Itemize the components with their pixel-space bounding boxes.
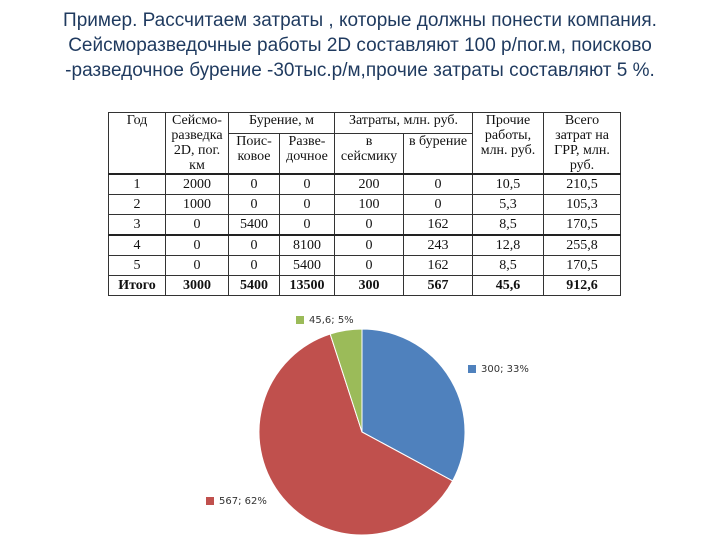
table-cell: 162 xyxy=(403,214,473,236)
legend-swatch xyxy=(468,365,476,373)
table-cell: 5 xyxy=(108,255,166,276)
table-cell: 912,6 xyxy=(543,275,621,296)
table-row: 5 0 0 5400 0 162 8,5 170,5 xyxy=(108,255,621,276)
table-cell: 0 xyxy=(403,173,473,195)
table-cell: 0 xyxy=(279,194,335,215)
table-cell: 4 xyxy=(108,234,166,256)
table-cell: 1 xyxy=(108,173,166,195)
table-cell: 0 xyxy=(165,214,229,236)
table-cell: 13500 xyxy=(279,275,335,296)
table-cell: 5,3 xyxy=(472,194,544,215)
header-seismic: Сейсмо-разведка 2D, пог. км xyxy=(165,112,229,175)
table-cell: 0 xyxy=(334,234,404,256)
table-row: 4 0 0 8100 0 243 12,8 255,8 xyxy=(108,234,621,256)
legend-swatch xyxy=(206,497,214,505)
header-total: Всего затрат на ГРР, млн. руб. xyxy=(543,112,621,175)
table-cell: 3000 xyxy=(165,275,229,296)
header-costs: Затраты, млн. руб. xyxy=(334,112,473,134)
table-cell: 300 xyxy=(334,275,404,296)
header-year: Год xyxy=(108,112,166,175)
table-cell: 200 xyxy=(334,173,404,195)
pie-slice xyxy=(258,333,454,536)
table-row: 2 1000 0 0 100 0 5,3 105,3 xyxy=(108,194,621,215)
table-cell: 8,5 xyxy=(472,214,544,236)
table-cell: Итого xyxy=(108,275,166,296)
slide-title: Пример. Рассчитаем затраты , которые дол… xyxy=(63,10,657,81)
header-drilling: Бурение, м xyxy=(228,112,335,134)
table-cell: 8,5 xyxy=(472,255,544,276)
pie-slice xyxy=(329,328,363,433)
table-row: 1 2000 0 0 200 0 10,5 210,5 xyxy=(108,173,621,195)
legend-swatch xyxy=(296,316,304,324)
table-cell: 170,5 xyxy=(543,214,621,236)
table-row: 3 0 5400 0 0 162 8,5 170,5 xyxy=(108,214,621,236)
table-cell: 5400 xyxy=(228,275,280,296)
table-cell: 0 xyxy=(165,255,229,276)
table-cell: 105,3 xyxy=(543,194,621,215)
table-cell: 12,8 xyxy=(472,234,544,256)
header-drill-search: Поис-ковое xyxy=(228,132,280,175)
table-cell: 3 xyxy=(108,214,166,236)
table-cell: 0 xyxy=(228,234,280,256)
table-cell: 10,5 xyxy=(472,173,544,195)
table-cell: 0 xyxy=(228,173,280,195)
table-cell: 0 xyxy=(279,173,335,195)
table-cell: 0 xyxy=(334,255,404,276)
table-cell: 255,8 xyxy=(543,234,621,256)
header-cost-seismic: в сейсмику xyxy=(334,132,404,175)
table-total-row: Итого 3000 5400 13500 300 567 45,6 912,6 xyxy=(108,275,621,296)
header-other: Прочие работы, млн. руб. xyxy=(472,112,544,175)
table-cell: 5400 xyxy=(228,214,280,236)
table-cell: 0 xyxy=(228,255,280,276)
pie-data-label: 45,6; 5% xyxy=(309,315,354,326)
table-cell: 0 xyxy=(403,194,473,215)
table-cell: 243 xyxy=(403,234,473,256)
table-cell: 0 xyxy=(165,234,229,256)
table-cell: 2 xyxy=(108,194,166,215)
table-cell: 1000 xyxy=(165,194,229,215)
header-cost-drilling: в бурение xyxy=(403,132,473,175)
table-cell: 0 xyxy=(334,214,404,236)
table-cell: 8100 xyxy=(279,234,335,256)
cost-pie-chart: 300; 33% 567; 62% 45,6; 5% xyxy=(206,315,529,536)
table-cell: 5400 xyxy=(279,255,335,276)
table-cell: 45,6 xyxy=(472,275,544,296)
cost-table: Год Сейсмо-разведка 2D, пог. км Бурение,… xyxy=(108,112,621,296)
table-cell: 210,5 xyxy=(543,173,621,195)
pie-data-label: 567; 62% xyxy=(219,496,267,507)
table-cell: 2000 xyxy=(165,173,229,195)
table-cell: 0 xyxy=(228,194,280,215)
table-cell: 170,5 xyxy=(543,255,621,276)
pie-data-label: 300; 33% xyxy=(481,364,529,375)
table-cell: 162 xyxy=(403,255,473,276)
header-drill-explore: Разве-дочное xyxy=(279,132,335,175)
pie-slice xyxy=(361,328,466,482)
table-cell: 100 xyxy=(334,194,404,215)
table-cell: 567 xyxy=(403,275,473,296)
table-cell: 0 xyxy=(279,214,335,236)
